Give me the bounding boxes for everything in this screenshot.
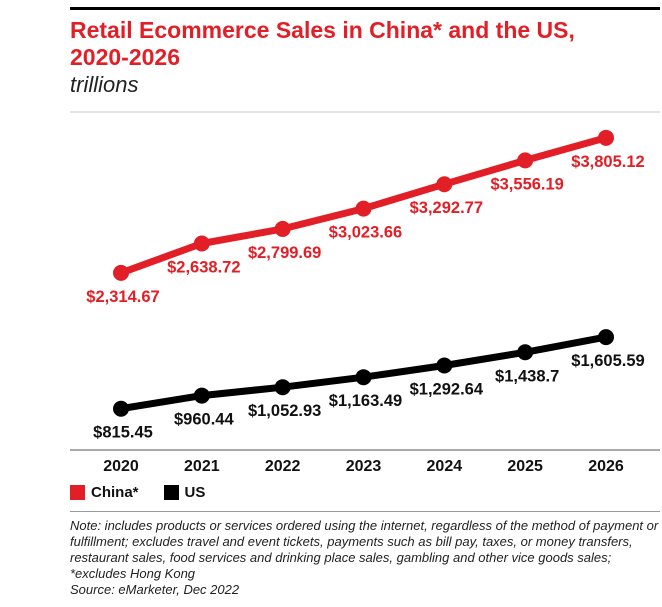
x-tick-label-2025: 2025 <box>507 458 543 475</box>
data-point-us-2023 <box>355 369 372 386</box>
chart-subtitle: trillions <box>70 72 139 97</box>
data-point-china-2023 <box>355 200 372 217</box>
footnote-block: Note: includes products or services orde… <box>70 518 660 598</box>
data-point-us-2021 <box>193 387 210 404</box>
legend: China* US <box>70 483 230 501</box>
data-point-us-2026 <box>598 329 614 346</box>
data-point-us-2024 <box>436 357 453 374</box>
data-point-us-2022 <box>274 379 291 396</box>
legend-label-us: US <box>184 483 206 501</box>
legend-item-china: China* <box>70 484 139 501</box>
data-label-us-2022: $1,052.93 <box>248 402 321 420</box>
footnote: Note: includes products or services orde… <box>70 518 659 581</box>
data-label-china-2022: $2,799.69 <box>248 244 321 262</box>
data-point-china-2025 <box>517 152 534 169</box>
data-label-us-2026: $1,605.59 <box>571 352 644 370</box>
data-label-us-2021: $960.44 <box>174 411 234 429</box>
data-label-us-2023: $1,163.49 <box>329 392 402 410</box>
x-tick-label-2022: 2022 <box>265 458 301 475</box>
data-label-china-2024: $3,292.77 <box>410 199 483 217</box>
data-label-china-2026: $3,805.12 <box>571 153 644 171</box>
data-label-china-2020: $2,314.67 <box>86 288 159 306</box>
data-label-us-2020: $815.45 <box>93 424 153 442</box>
legend-item-us: US <box>163 483 206 501</box>
legend-label-china: China* <box>91 483 139 501</box>
data-point-china-2020 <box>113 264 129 281</box>
x-tick-label-2020: 2020 <box>103 458 139 475</box>
top-rule <box>70 7 660 10</box>
x-tick-label-2023: 2023 <box>346 458 382 475</box>
data-label-china-2023: $3,023.66 <box>329 224 402 242</box>
data-point-china-2022 <box>274 220 291 237</box>
data-point-us-2020 <box>113 400 129 417</box>
data-label-us-2024: $1,292.64 <box>410 380 484 398</box>
data-label-china-2021: $2,638.72 <box>167 259 240 277</box>
data-point-china-2024 <box>436 176 453 193</box>
data-point-us-2025 <box>517 344 534 361</box>
data-label-us-2025: $1,438.7 <box>495 367 559 385</box>
data-point-china-2026 <box>598 129 614 146</box>
chart-title: Retail Ecommerce Sales in China* and the… <box>70 17 575 70</box>
source-line: Source: eMarketer, Dec 2022 <box>70 582 240 597</box>
x-tick-label-2021: 2021 <box>184 458 220 475</box>
data-point-china-2021 <box>193 235 210 252</box>
data-label-china-2025: $3,556.19 <box>490 175 563 193</box>
footer-divider <box>70 511 660 512</box>
x-tick-label-2024: 2024 <box>427 458 463 475</box>
legend-swatch-us <box>163 484 179 500</box>
legend-swatch-china <box>70 484 85 500</box>
line-chart: 2020 2021 2022 2023 2024 2025 2026 $2,314.67 $2,… <box>70 111 660 475</box>
x-tick-label-2026: 2026 <box>588 458 624 475</box>
